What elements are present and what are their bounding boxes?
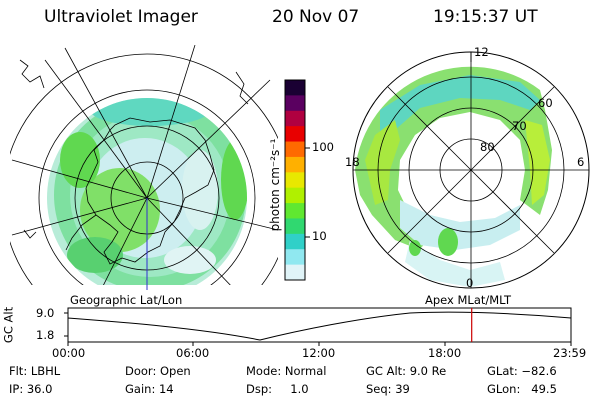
timeline-ytick-label-low: 1.8 [36, 328, 55, 342]
mlt-label-18: 18 [345, 155, 360, 169]
instrument-title: Ultraviolet Imager [44, 7, 198, 27]
timeline-xtick-label-18: 18:00 [428, 346, 462, 360]
mlt-label-12: 12 [474, 45, 489, 59]
colorbar-band [285, 233, 305, 250]
observation-time: 19:15:37 UT [433, 7, 538, 27]
status-door: Door: Open [125, 364, 191, 378]
mlt-label-0: 0 [466, 276, 474, 290]
timeline-xtick-label-6: 06:00 [176, 346, 210, 360]
timeline-xtick-label-24: 23:59 [553, 346, 587, 360]
colorbar-tick-label-10: 10 [312, 229, 327, 243]
colorbar-band [285, 156, 305, 173]
left-coastline [19, 59, 249, 265]
status-seq: Seq: 39 [366, 382, 410, 396]
colorbar-band [285, 203, 305, 219]
status-dsp: Dsp: 1.0 [246, 382, 309, 396]
colorbar-band [285, 141, 305, 158]
colorbar-band [285, 172, 305, 189]
right-grid [352, 51, 590, 289]
mlat-label-70: 70 [512, 119, 527, 133]
status-mode: Mode: Normal [246, 364, 327, 378]
timeline-ytick-label-high: 9.0 [36, 306, 55, 320]
colorbar-band [285, 110, 305, 127]
colorbar-band [285, 80, 305, 96]
mlat-label-80: 80 [480, 140, 495, 154]
right-map-label: Apex MLat/MLT [425, 293, 512, 307]
status-glat: GLat: −82.6 [487, 364, 557, 378]
colorbar [285, 80, 305, 281]
left-grid [10, 45, 278, 285]
status-gain: Gain: 14 [125, 382, 174, 396]
colorbar-frame [284, 79, 306, 281]
timeline-xtick-label-12: 12:00 [302, 346, 336, 360]
observation-date: 20 Nov 07 [272, 7, 360, 27]
right-aurora-image [355, 66, 552, 287]
colorbar-band [285, 126, 305, 143]
colorbar-tick-label-100: 100 [312, 140, 334, 154]
status-glon: GLon: 49.5 [487, 382, 557, 396]
status-gc-alt: GC Alt: 9.0 Re [366, 364, 447, 378]
status-ip: IP: 36.0 [9, 382, 53, 396]
colorbar-band [285, 249, 305, 266]
timeline-panel [64, 307, 572, 346]
mlat-label-60: 60 [538, 96, 553, 110]
colorbar-band [285, 95, 305, 112]
colorbar-band [285, 218, 305, 235]
orbit-altitude-curve [67, 311, 572, 341]
mlt-label-6: 6 [577, 155, 585, 169]
colorbar-band [285, 264, 305, 281]
timeline-xtick-label-0: 00:00 [52, 346, 86, 360]
colorbar-unit-label: photon cm⁻²s⁻¹ [268, 138, 282, 232]
left-map-label: Geographic Lat/Lon [70, 293, 183, 307]
status-filter: Flt: LBHL [9, 364, 61, 378]
colorbar-band [285, 187, 305, 204]
timeline-ylabel: GC Alt [1, 306, 16, 344]
